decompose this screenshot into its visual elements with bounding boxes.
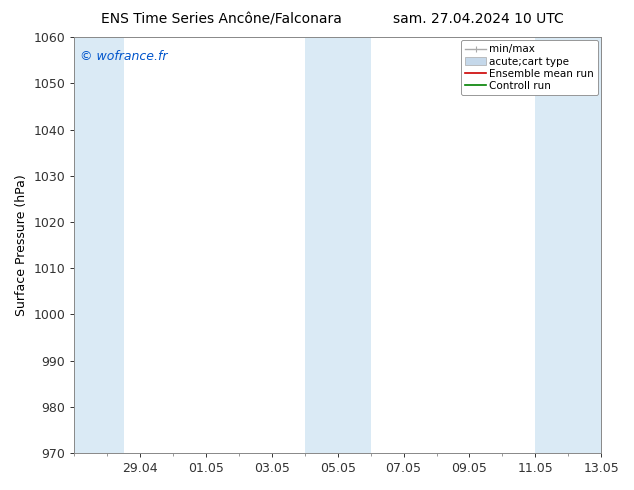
Bar [535,37,601,453]
Bar [74,37,124,453]
Bar [305,37,371,453]
Text: ENS Time Series Ancône/Falconara: ENS Time Series Ancône/Falconara [101,12,342,26]
Y-axis label: Surface Pressure (hPa): Surface Pressure (hPa) [15,174,28,316]
Text: sam. 27.04.2024 10 UTC: sam. 27.04.2024 10 UTC [393,12,564,26]
Legend: min/max, acute;cart type, Ensemble mean run, Controll run: min/max, acute;cart type, Ensemble mean … [461,40,598,95]
Text: © wofrance.fr: © wofrance.fr [80,49,167,63]
